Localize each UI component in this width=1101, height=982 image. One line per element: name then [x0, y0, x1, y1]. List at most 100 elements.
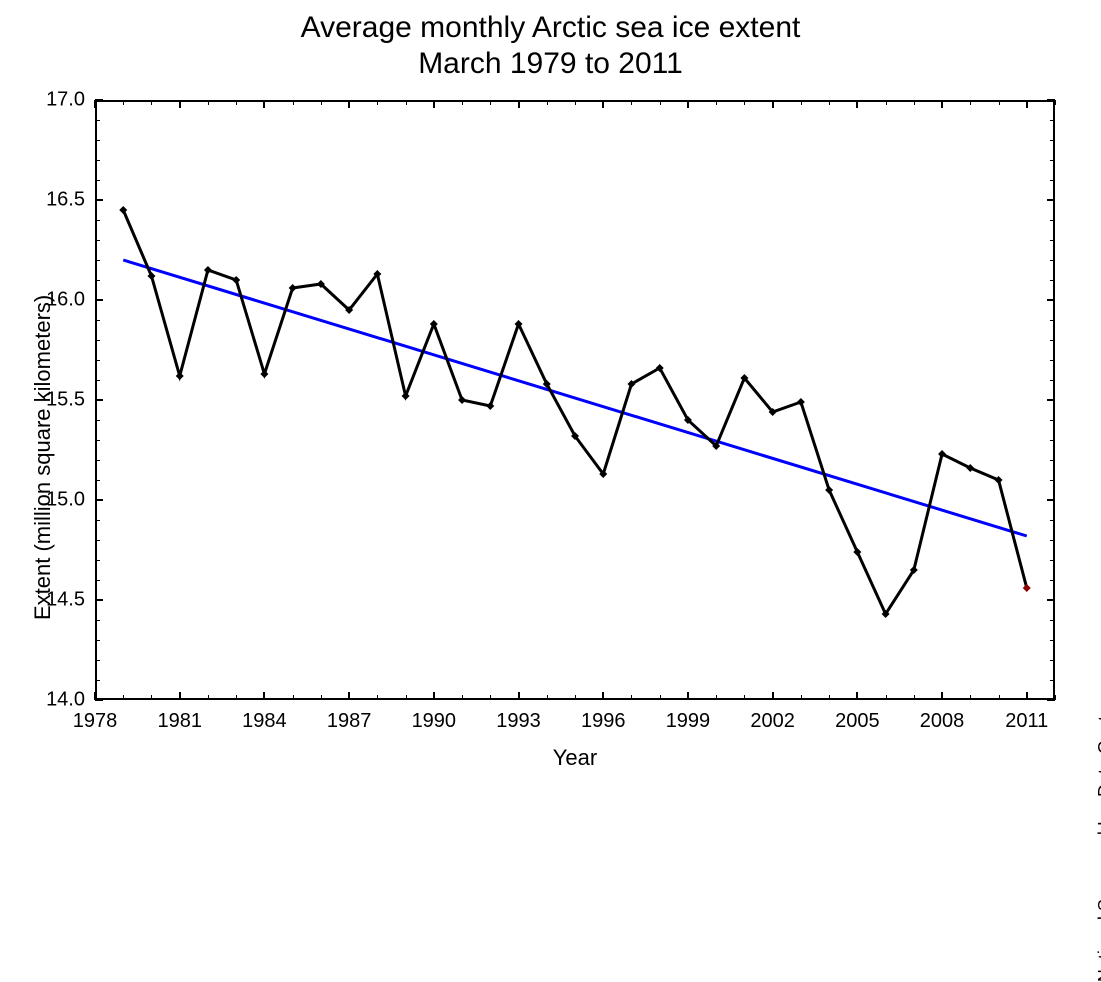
y-tick	[95, 99, 103, 101]
y-minor-tick	[95, 480, 100, 481]
y-minor-tick	[1050, 460, 1055, 461]
x-minor-tick	[631, 100, 632, 105]
y-minor-tick	[95, 620, 100, 621]
y-tick-label: 14.0	[40, 689, 85, 712]
x-minor-tick	[293, 100, 294, 105]
data-marker	[204, 266, 212, 274]
x-minor-tick	[744, 100, 745, 105]
x-minor-tick	[236, 695, 237, 700]
y-minor-tick	[95, 220, 100, 221]
x-tick	[263, 692, 265, 700]
y-minor-tick	[1050, 680, 1055, 681]
y-minor-tick	[1050, 220, 1055, 221]
x-minor-tick	[208, 695, 209, 700]
x-tick	[348, 100, 350, 108]
x-minor-tick	[886, 100, 887, 105]
x-tick	[179, 100, 181, 108]
x-minor-tick	[716, 100, 717, 105]
y-minor-tick	[95, 380, 100, 381]
x-minor-tick	[321, 100, 322, 105]
x-minor-tick	[490, 100, 491, 105]
y-tick	[95, 599, 103, 601]
y-tick	[95, 399, 103, 401]
y-minor-tick	[95, 120, 100, 121]
x-minor-tick	[801, 695, 802, 700]
x-minor-tick	[660, 100, 661, 105]
x-minor-tick	[1055, 695, 1056, 700]
x-tick	[263, 100, 265, 108]
x-tick-label: 1978	[73, 710, 118, 733]
x-minor-tick	[377, 695, 378, 700]
y-minor-tick	[1050, 120, 1055, 121]
x-tick	[941, 100, 943, 108]
y-tick-label: 14.5	[40, 589, 85, 612]
y-minor-tick	[1050, 440, 1055, 441]
x-tick-label: 1981	[157, 710, 202, 733]
y-minor-tick	[95, 440, 100, 441]
x-minor-tick	[406, 695, 407, 700]
x-minor-tick	[660, 695, 661, 700]
x-minor-tick	[151, 695, 152, 700]
y-minor-tick	[1050, 160, 1055, 161]
y-tick-label: 16.0	[40, 289, 85, 312]
data-marker	[458, 396, 466, 404]
x-minor-tick	[123, 100, 124, 105]
y-tick-label: 17.0	[40, 89, 85, 112]
data-line	[123, 210, 1027, 614]
x-minor-tick	[999, 695, 1000, 700]
y-minor-tick	[95, 260, 100, 261]
y-minor-tick	[95, 460, 100, 461]
x-minor-tick	[406, 100, 407, 105]
x-tick	[856, 692, 858, 700]
x-tick	[687, 100, 689, 108]
x-tick-label: 2002	[750, 710, 795, 733]
y-minor-tick	[1050, 540, 1055, 541]
y-tick	[1047, 599, 1055, 601]
x-minor-tick	[744, 695, 745, 700]
y-tick	[1047, 499, 1055, 501]
x-minor-tick	[970, 100, 971, 105]
x-tick	[1026, 100, 1028, 108]
x-tick	[687, 692, 689, 700]
x-minor-tick	[123, 695, 124, 700]
y-tick	[95, 699, 103, 701]
x-minor-tick	[208, 100, 209, 105]
y-tick	[95, 499, 103, 501]
y-tick-label: 15.5	[40, 389, 85, 412]
y-minor-tick	[1050, 360, 1055, 361]
y-minor-tick	[1050, 660, 1055, 661]
x-minor-tick	[575, 100, 576, 105]
y-minor-tick	[1050, 380, 1055, 381]
y-minor-tick	[95, 520, 100, 521]
y-minor-tick	[95, 180, 100, 181]
y-minor-tick	[95, 360, 100, 361]
y-minor-tick	[95, 160, 100, 161]
x-tick	[602, 692, 604, 700]
y-minor-tick	[1050, 260, 1055, 261]
x-minor-tick	[886, 695, 887, 700]
y-minor-tick	[1050, 240, 1055, 241]
x-tick	[856, 100, 858, 108]
x-tick	[433, 692, 435, 700]
x-minor-tick	[829, 100, 830, 105]
y-minor-tick	[95, 240, 100, 241]
y-tick-label: 15.0	[40, 489, 85, 512]
x-tick	[433, 100, 435, 108]
data-marker	[797, 398, 805, 406]
x-minor-tick	[321, 695, 322, 700]
y-tick	[1047, 199, 1055, 201]
x-minor-tick	[914, 100, 915, 105]
x-tick	[772, 692, 774, 700]
y-minor-tick	[95, 140, 100, 141]
x-tick	[518, 100, 520, 108]
y-minor-tick	[1050, 480, 1055, 481]
data-marker	[289, 284, 297, 292]
x-tick	[941, 692, 943, 700]
y-tick	[1047, 99, 1055, 101]
y-tick	[1047, 699, 1055, 701]
x-tick-label: 1990	[412, 710, 457, 733]
y-minor-tick	[95, 540, 100, 541]
x-minor-tick	[377, 100, 378, 105]
x-tick-label: 1987	[327, 710, 372, 733]
x-minor-tick	[1055, 100, 1056, 105]
